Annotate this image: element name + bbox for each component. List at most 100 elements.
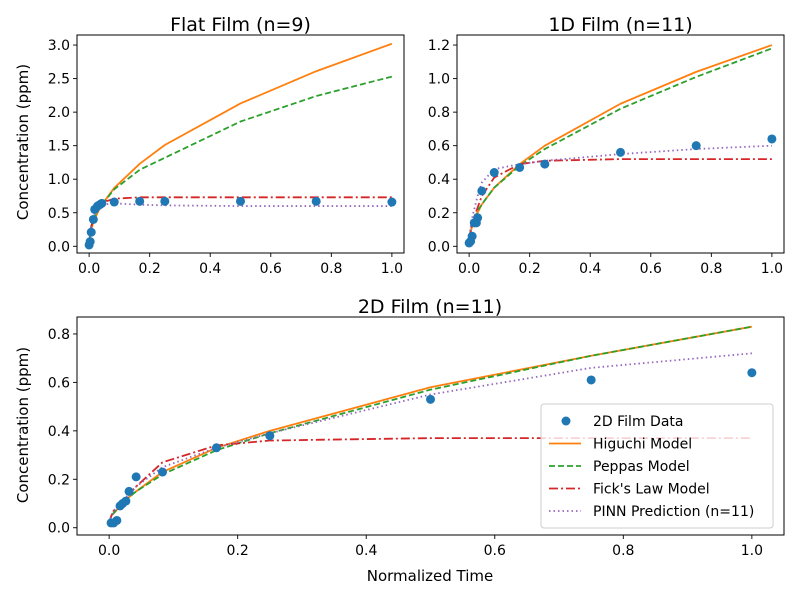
legend-marker [561, 416, 571, 426]
x-tick-label: 0.2 [519, 261, 541, 277]
data-point [426, 394, 435, 404]
y-tick-label: 0.8 [48, 327, 70, 343]
x-tick-label: 0.8 [320, 261, 342, 277]
x-axis-label: Normalized Time [367, 567, 494, 585]
y-tick-label: 0.5 [48, 206, 70, 222]
y-tick-label: 0.4 [48, 424, 70, 440]
series-group [468, 44, 773, 245]
chart-title: 2D Film (n=11) [358, 296, 502, 318]
plot-area: 0.0 0.2 0.4 0.6 0.8 1.0 0.0 0.2 0.4 0.6 0.8 1.0 1.2 [428, 34, 785, 277]
data-point [311, 196, 321, 206]
y-tick-label: 0.2 [428, 206, 450, 222]
x-tick-label: 0.4 [579, 261, 601, 277]
x-tick-label: 1.0 [761, 261, 783, 277]
legend-label: Fick's Law Model [593, 482, 710, 498]
axes-frame [76, 316, 785, 536]
data-point [211, 443, 221, 453]
legend-label: Peppas Model [593, 459, 690, 475]
data-point [157, 467, 167, 477]
x-tick-label: 0.6 [484, 543, 506, 559]
data-point [97, 198, 107, 208]
x-tick-label: 0.6 [260, 261, 282, 277]
higuchi-line [88, 42, 393, 247]
chart-title: Flat Film (n=9) [170, 14, 311, 36]
data-point [86, 227, 96, 237]
peppas-line [468, 47, 773, 245]
pinn-prediction-line [88, 202, 392, 246]
data-point [691, 141, 701, 151]
panel-flat-film: Flat Film (n=9) Concentration (ppm) 0.0 0… [14, 14, 405, 277]
data-point [112, 515, 122, 525]
series-group [88, 42, 393, 247]
x-tick-label: 0.0 [78, 261, 100, 277]
x-tick-label: 0.2 [227, 543, 249, 559]
y-tick-label: 0.0 [48, 239, 70, 255]
data-point [586, 375, 596, 385]
x-tick-label: 0.8 [612, 543, 634, 559]
x-tick-label: 0.0 [98, 543, 120, 559]
y-tick-label: 1.2 [428, 38, 450, 54]
x-tick-label: 1.0 [741, 543, 763, 559]
legend-frame [540, 403, 774, 529]
y-tick-label: 0.0 [48, 521, 70, 537]
axes-frame [76, 34, 405, 254]
data-point [515, 162, 525, 172]
data-point [160, 196, 170, 206]
y-tick-label: 1.5 [48, 139, 70, 155]
data-point [489, 168, 499, 178]
y-axis-label: Concentration (ppm) [14, 64, 32, 220]
data-point [124, 486, 134, 496]
panel-1d-film: 1D Film (n=11) 0.0 0.2 0.4 0.6 0.8 1.00.00.20… [428, 14, 785, 277]
data-point [467, 231, 477, 241]
x-tick-label: 0.4 [355, 543, 377, 559]
data-point [265, 431, 275, 441]
y-tick-label: 1.0 [428, 72, 450, 88]
chart-title: 1D Film (n=11) [548, 14, 692, 36]
plot-area: 0.0 0.2 0.4 0.6 0.8 1.0 0.0 0.5 1.0 1.5 2.0 2.5 3.0 [48, 34, 405, 277]
x-tick-label: 1.0 [381, 261, 403, 277]
x-tick-label: 0.6 [640, 261, 662, 277]
data-point [236, 196, 245, 206]
y-tick-label: 0.2 [48, 472, 70, 488]
y-axis-label: Concentration (ppm) [14, 347, 32, 503]
data-point [88, 214, 98, 224]
data-point [85, 237, 95, 247]
legend: 2D Film Data Higuchi Model Peppas Model Fic… [540, 403, 774, 529]
data-point [616, 147, 625, 157]
y-tick-label: 0.0 [428, 239, 450, 255]
data-point [477, 186, 487, 196]
x-tick-label: 0.2 [139, 261, 161, 277]
y-tick-label: 0.6 [428, 139, 450, 155]
panel-2d-film: 2D Film (n=11) Concentration (ppm) Norma… [14, 296, 785, 585]
y-tick-label: 0.8 [428, 105, 450, 121]
data-point [131, 472, 141, 482]
axes-frame [456, 34, 785, 254]
y-tick-label: 0.4 [428, 172, 450, 188]
plot-area: 0.0 0.2 0.4 0.6 0.8 1.0 0.0 0.2 0.4 0.6 0.8 [48, 316, 785, 559]
series-group [108, 325, 753, 524]
data-point [109, 197, 119, 207]
ficks-law-line [468, 158, 772, 245]
data-point [135, 196, 145, 206]
data-point [387, 197, 397, 207]
y-tick-label: 2.0 [48, 105, 70, 121]
y-tick-label: 1.0 [48, 172, 70, 188]
pinn-prediction-line [108, 352, 752, 524]
y-tick-label: 0.6 [48, 375, 70, 391]
legend-label: Higuchi Model [593, 437, 692, 453]
data-point [540, 159, 550, 169]
pinn-prediction-line [468, 144, 772, 245]
y-tick-label: 3.0 [48, 38, 70, 54]
x-tick-label: 0.8 [700, 261, 722, 277]
peppas-line [88, 75, 393, 247]
y-tick-label: 2.5 [48, 72, 70, 88]
data-point [747, 368, 757, 378]
legend-label: PINN Prediction (n=11) [593, 504, 754, 520]
data-point [473, 213, 483, 223]
data-point [767, 134, 777, 144]
legend-label: 2D Film Data [593, 414, 683, 430]
x-tick-label: 0.4 [199, 261, 221, 277]
higuchi-line [468, 44, 773, 245]
ficks-law-line [108, 437, 752, 524]
